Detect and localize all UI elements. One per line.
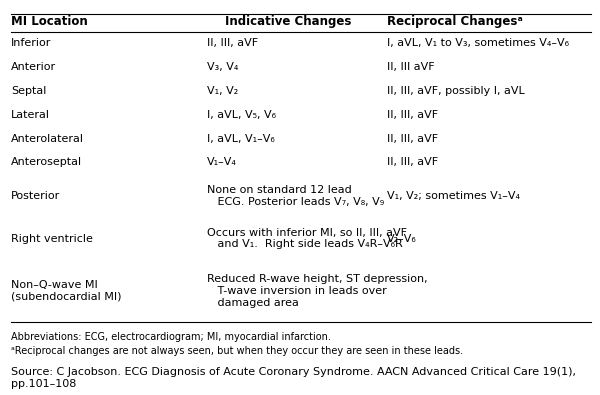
Text: I, aVL, V₅, V₆: I, aVL, V₅, V₆ [207,110,276,120]
Text: II, III aVF: II, III aVF [387,62,434,72]
Text: V₃, V₄: V₃, V₄ [207,62,238,72]
Text: Anteroseptal: Anteroseptal [11,158,82,167]
Text: I, aVL, V₁ to V₃, sometimes V₄–V₆: I, aVL, V₁ to V₃, sometimes V₄–V₆ [387,38,569,49]
Text: Reduced R-wave height, ST depression,
   T-wave inversion in leads over
   damag: Reduced R-wave height, ST depression, T-… [207,275,428,308]
Text: Septal: Septal [11,86,46,96]
Text: Non–Q-wave MI
(subendocardial MI): Non–Q-wave MI (subendocardial MI) [11,280,121,302]
Text: I, aVL, V₁–V₆: I, aVL, V₁–V₆ [207,134,275,144]
Text: Right ventricle: Right ventricle [11,233,92,244]
Text: Anterior: Anterior [11,62,56,72]
Text: II, III, aVF: II, III, aVF [387,158,438,167]
Text: II, III, aVF: II, III, aVF [207,38,258,49]
Text: V₁, V₂: V₁, V₂ [207,86,238,96]
Text: MI Location: MI Location [11,15,88,28]
Text: Inferior: Inferior [11,38,51,49]
Text: Posterior: Posterior [11,191,60,201]
Text: Lateral: Lateral [11,110,50,120]
Text: Abbreviations: ECG, electrocardiogram; MI, myocardial infarction.: Abbreviations: ECG, electrocardiogram; M… [11,332,331,342]
Text: Occurs with inferior MI, so II, III, aVF
   and V₁.  Right side leads V₄R–V₆R: Occurs with inferior MI, so II, III, aVF… [207,228,407,249]
Text: Anterolateral: Anterolateral [11,134,84,144]
Text: V₂–V₆: V₂–V₆ [387,233,417,244]
Text: V₁–V₄: V₁–V₄ [207,158,237,167]
Text: II, III, aVF, possibly I, aVL: II, III, aVF, possibly I, aVL [387,86,525,96]
Text: ᵃReciprocal changes are not always seen, but when they occur they are seen in th: ᵃReciprocal changes are not always seen,… [11,346,463,356]
Text: Source: C Jacobson. ECG Diagnosis of Acute Coronary Syndrome. AACN Advanced Crit: Source: C Jacobson. ECG Diagnosis of Acu… [11,367,576,389]
Text: Reciprocal Changesᵃ: Reciprocal Changesᵃ [387,15,523,28]
Text: II, III, aVF: II, III, aVF [387,134,438,144]
Text: V₁, V₂; sometimes V₁–V₄: V₁, V₂; sometimes V₁–V₄ [387,191,520,201]
Text: II, III, aVF: II, III, aVF [387,110,438,120]
Text: None on standard 12 lead
   ECG. Posterior leads V₇, V₈, V₉: None on standard 12 lead ECG. Posterior … [207,185,384,207]
Text: Indicative Changes: Indicative Changes [225,15,351,28]
